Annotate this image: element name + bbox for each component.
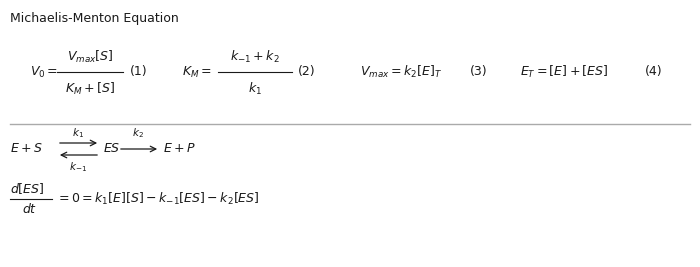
Text: $d[ES]$: $d[ES]$ [10, 182, 45, 197]
Text: $E + P$: $E + P$ [163, 143, 196, 155]
Text: $ES$: $ES$ [103, 143, 120, 155]
Text: $E_T = [E] + [ES]$: $E_T = [E] + [ES]$ [520, 64, 608, 80]
Text: (3): (3) [470, 65, 488, 78]
Text: $= 0 = k_1[E][S] - k_{-1}[ES] - k_2[ES]$: $= 0 = k_1[E][S] - k_{-1}[ES] - k_2[ES]$ [56, 191, 260, 207]
Text: $K_M + [S]$: $K_M + [S]$ [65, 81, 115, 97]
Text: $k_{-1} + k_2$: $k_{-1} + k_2$ [230, 49, 280, 65]
Text: $K_M =$: $K_M =$ [182, 64, 212, 80]
Text: $k_1$: $k_1$ [248, 81, 262, 97]
Text: (1): (1) [130, 65, 148, 78]
Text: Michaelis-Menton Equation: Michaelis-Menton Equation [10, 12, 178, 25]
Text: $V_{max} = k_2[E]_T$: $V_{max} = k_2[E]_T$ [360, 64, 442, 80]
Text: $dt$: $dt$ [22, 202, 38, 216]
Text: $V_0 =$: $V_0 =$ [30, 64, 58, 80]
Text: (4): (4) [645, 65, 663, 78]
Text: $E + S$: $E + S$ [10, 143, 43, 155]
Text: $V_{max}[S]$: $V_{max}[S]$ [66, 49, 113, 65]
Text: $k_1$: $k_1$ [72, 126, 84, 140]
Text: $k_{-1}$: $k_{-1}$ [69, 160, 87, 174]
Text: $k_2$: $k_2$ [132, 126, 144, 140]
Text: (2): (2) [298, 65, 316, 78]
